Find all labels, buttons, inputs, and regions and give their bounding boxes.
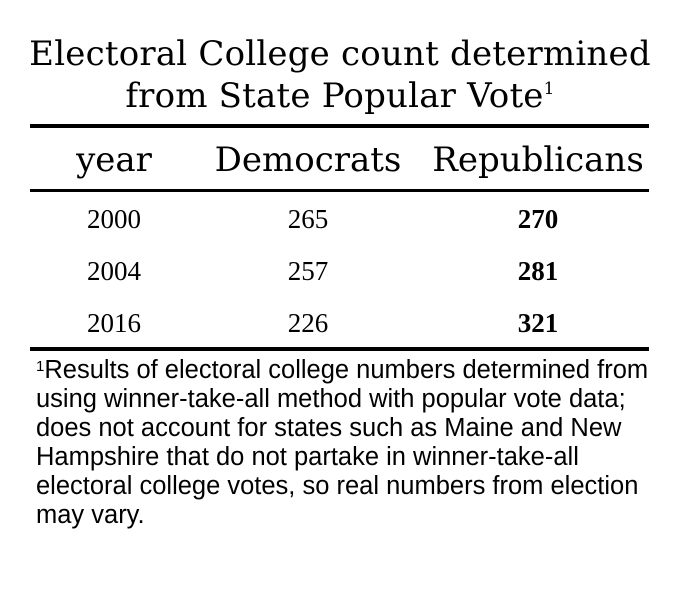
cell-republicans: 321 xyxy=(517,308,559,338)
cell-republicans: 281 xyxy=(517,256,559,286)
header-year: year xyxy=(76,140,152,180)
title-footnote-marker: 1 xyxy=(543,79,555,99)
cell-democrats: 257 xyxy=(287,256,329,286)
table-header-row: year Democrats Republicans xyxy=(30,135,649,185)
footnote-marker: 1 xyxy=(36,358,45,375)
header-republicans: Republicans xyxy=(432,140,644,180)
header-democrats: Democrats xyxy=(214,140,402,180)
footnote: 1Results of electoral college numbers de… xyxy=(36,356,656,530)
table-row: 2000 265 270 xyxy=(30,199,649,239)
cell-republicans: 270 xyxy=(517,204,559,234)
table-row: 2004 257 281 xyxy=(30,251,649,291)
cell-year: 2016 xyxy=(87,308,141,338)
cell-democrats: 226 xyxy=(287,308,329,338)
title-line-2: from State Popular Vote1 xyxy=(0,75,680,117)
cell-democrats: 265 xyxy=(287,204,329,234)
title-line-2-text: from State Popular Vote xyxy=(125,76,544,116)
cell-year: 2004 xyxy=(87,256,141,286)
bottom-rule xyxy=(30,347,649,351)
top-rule xyxy=(30,124,649,128)
table-title: Electoral College count determined from … xyxy=(0,33,680,117)
footnote-text: Results of electoral college numbers det… xyxy=(36,356,649,529)
title-line-1: Electoral College count determined xyxy=(29,34,651,74)
table-row: 2016 226 321 xyxy=(30,303,649,343)
cell-year: 2000 xyxy=(87,204,141,234)
header-rule xyxy=(30,189,649,192)
